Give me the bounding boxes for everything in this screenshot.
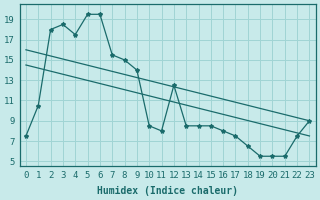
X-axis label: Humidex (Indice chaleur): Humidex (Indice chaleur) (97, 186, 238, 196)
